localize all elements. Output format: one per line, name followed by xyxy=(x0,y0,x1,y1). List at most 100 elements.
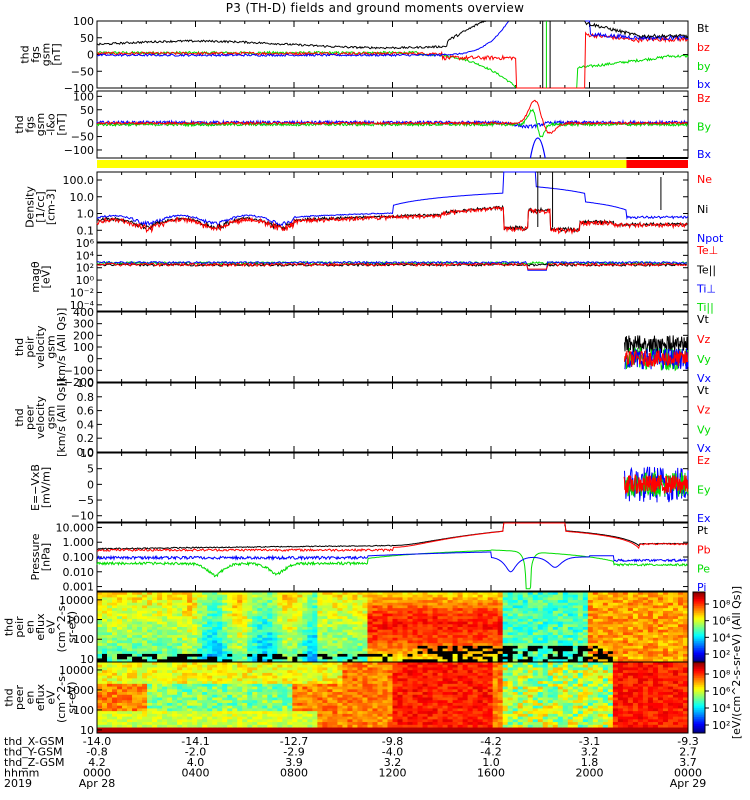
spectrogram-cell xyxy=(377,624,383,628)
spectrogram-cell xyxy=(137,656,143,660)
spectrogram-cell xyxy=(657,594,664,598)
spectrogram-cell xyxy=(242,592,248,596)
spectrogram-cell xyxy=(492,616,499,620)
spectrogram-cell xyxy=(292,637,298,641)
spectrogram-cell xyxy=(297,683,303,687)
spectrogram-cell xyxy=(107,713,113,718)
spectrogram-cell xyxy=(182,716,188,720)
spectrogram-cell xyxy=(187,730,193,734)
spectrogram-cell xyxy=(577,602,584,606)
spectrogram-cell xyxy=(417,592,423,596)
spectrogram-cell xyxy=(282,727,288,731)
spectrogram-cell xyxy=(397,605,403,609)
spectrogram-cell xyxy=(652,621,659,625)
spectrogram-cell xyxy=(322,597,328,601)
spectrogram-cell xyxy=(217,635,223,639)
spectrogram-cell xyxy=(672,608,679,612)
spectrogram-cell xyxy=(192,708,198,712)
spectrogram-cell xyxy=(597,594,604,598)
spectrogram-cell xyxy=(637,640,644,644)
spectrogram-cell xyxy=(177,670,183,674)
spectrogram-cell xyxy=(492,618,499,623)
spectrogram-cell xyxy=(367,651,373,655)
spectrogram-cell xyxy=(272,730,278,734)
spectrogram-cell xyxy=(672,597,679,601)
spectrogram-cell xyxy=(172,678,178,682)
spectrogram-cell xyxy=(307,681,313,685)
spectrogram-cell xyxy=(397,640,403,644)
spectrogram-cell xyxy=(567,616,574,620)
spectrogram-cell xyxy=(197,724,203,728)
spectrogram-cell xyxy=(242,689,248,693)
spectrogram-cell xyxy=(672,645,679,649)
spectrogram-cell xyxy=(577,643,584,647)
spectrogram-cell xyxy=(157,730,163,734)
spectrogram-cell xyxy=(387,597,393,601)
spectrogram-cell xyxy=(142,592,148,596)
spectrogram-cell xyxy=(422,616,428,620)
spectrogram-cell xyxy=(302,716,308,720)
spectrogram-cell xyxy=(302,605,308,609)
spectrogram-cell xyxy=(132,711,138,715)
spectrogram-cell xyxy=(472,624,479,628)
spectrogram-cell xyxy=(407,659,413,663)
spectrogram-cell xyxy=(242,605,248,609)
spectrogram-cell xyxy=(102,613,108,617)
spectrogram-cell xyxy=(657,605,664,609)
spectrogram-cell xyxy=(277,678,283,682)
spectrogram-cell xyxy=(672,637,679,641)
spectrogram-cell xyxy=(667,643,674,647)
spectrogram-cell xyxy=(192,627,198,631)
spectrogram-cell xyxy=(267,610,273,614)
spectrogram-cell xyxy=(637,597,644,601)
spectrogram-cell xyxy=(342,648,348,652)
spectrogram-cell xyxy=(172,686,178,690)
spectrogram-cell xyxy=(587,624,594,628)
series-bz xyxy=(96,31,689,89)
spectrogram-cell xyxy=(132,624,138,628)
spectrogram-cell xyxy=(677,613,684,617)
spectrogram-cell xyxy=(457,618,464,623)
spectrogram-cell xyxy=(287,711,293,715)
spectrogram-cell xyxy=(342,637,348,641)
spectrogram-cell xyxy=(272,711,278,715)
spectrogram-cell xyxy=(147,724,153,728)
spectrogram-cell xyxy=(632,635,639,639)
spectrogram-cell xyxy=(462,656,469,660)
spectrogram-cell xyxy=(332,645,338,649)
spectrogram-cell xyxy=(437,602,443,606)
spectrogram-cell xyxy=(187,624,193,628)
spectrogram-cell xyxy=(182,697,188,701)
spectrogram-cell xyxy=(162,608,168,612)
spectrogram-cell xyxy=(567,624,574,628)
spectrogram-cell xyxy=(672,600,679,604)
spectrogram-cell xyxy=(302,662,308,666)
spectrogram-cell xyxy=(212,621,218,625)
spectrogram-cell xyxy=(557,659,564,663)
spectrogram-cell xyxy=(457,594,464,598)
spectrogram-cell xyxy=(452,635,459,639)
spectrogram-cell xyxy=(287,635,293,639)
spectrogram-cell xyxy=(172,618,178,623)
series-bx-dip xyxy=(529,137,546,159)
spectrogram-cell xyxy=(347,651,353,655)
spectrogram-cell xyxy=(317,656,323,660)
spectrogram-cell xyxy=(612,629,619,633)
spectrogram-cell xyxy=(97,610,103,614)
spectrogram-cell xyxy=(347,656,353,660)
spectrogram-cell xyxy=(407,610,413,614)
spectrogram-cell xyxy=(322,653,328,658)
spectrogram-cell xyxy=(367,627,373,631)
spectrogram-cell xyxy=(482,656,489,660)
spectrogram-cell xyxy=(512,645,519,649)
spectrogram-cell xyxy=(262,651,268,655)
spectrogram-cell xyxy=(222,713,228,718)
spectrogram-cell xyxy=(542,602,549,606)
spectrogram-cell xyxy=(232,659,238,663)
spectrogram-cell xyxy=(472,608,479,612)
spectrogram-cell xyxy=(652,648,659,652)
spectrogram-cell xyxy=(247,727,253,731)
spectrogram-cell xyxy=(522,600,529,604)
spectrogram-cell xyxy=(377,613,383,617)
spectrogram-cell xyxy=(217,683,223,687)
